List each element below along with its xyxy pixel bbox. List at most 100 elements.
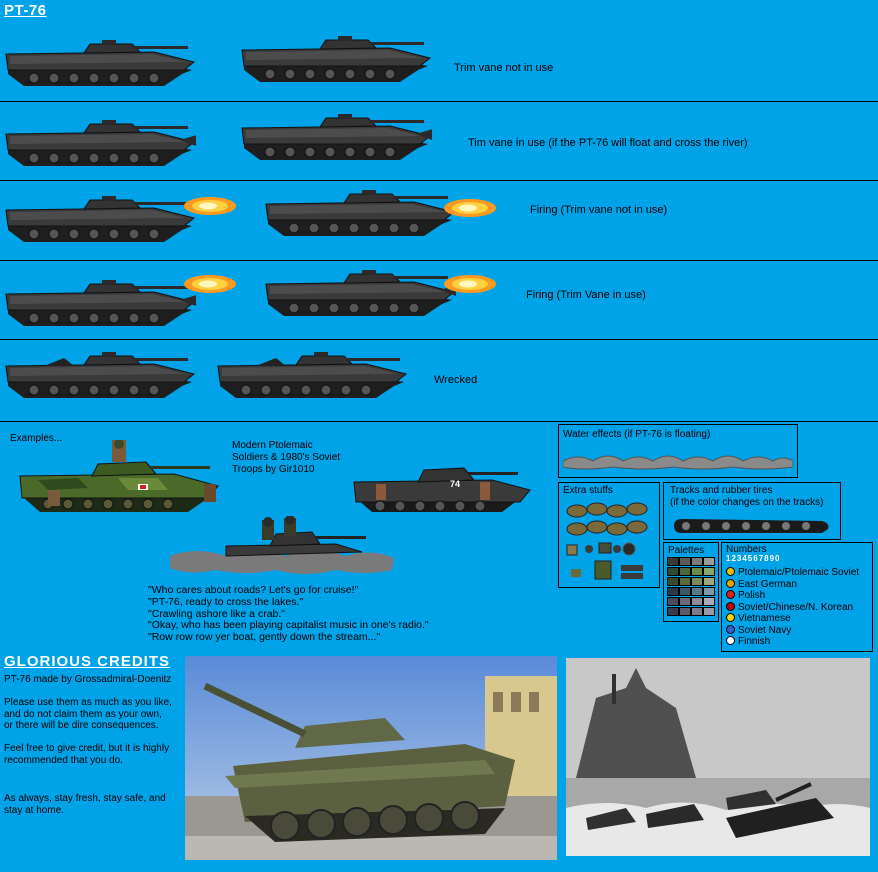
palette-grid <box>667 557 717 619</box>
palettes-label: Palettes <box>668 545 705 556</box>
palette-swatch <box>679 597 691 606</box>
examples-credit-line: Troops by Gir1010 <box>232 464 315 475</box>
example-floating-tank <box>170 516 394 574</box>
faction-name: Finnish <box>738 636 771 647</box>
example-black-tank <box>353 467 531 512</box>
sheet-title: PT-76 <box>4 2 47 19</box>
palette-swatch <box>679 567 691 576</box>
quote-line: "Who cares about roads? Let's go for cru… <box>148 584 359 596</box>
row-label: Wrecked <box>434 374 478 386</box>
faction-item: Vietnamese <box>726 613 791 624</box>
palette-swatch <box>691 607 703 616</box>
numbers-label: Numbers <box>726 544 767 555</box>
faction-marker-icon <box>726 567 735 576</box>
credits-line: stay at home. <box>4 804 65 816</box>
credits-paragraph: As always, stay fresh, stay safe, and st… <box>4 793 166 816</box>
faction-item: Soviet/Chinese/N. Korean <box>726 601 854 613</box>
row-divider <box>0 180 878 181</box>
tracks-box: Tracks and rubber tires (if the color ch… <box>663 482 841 540</box>
tank-sprite <box>5 280 196 327</box>
palette-swatch <box>691 567 703 576</box>
examples-credit: Modern Ptolemaic Soldiers & 1980's Sovie… <box>232 440 340 476</box>
faction-name: Vietnamese <box>738 613 791 624</box>
tank-sprite <box>265 190 455 237</box>
palette-swatch <box>691 557 703 566</box>
hull-number: 74 <box>450 479 461 489</box>
palette-swatch <box>679 577 691 586</box>
faction-marker-icon <box>726 590 735 599</box>
palette-swatch <box>679 557 691 566</box>
credits-paragraph: Please use them as much as you like, and… <box>4 697 172 732</box>
tank-sprite <box>265 270 456 317</box>
row-divider <box>0 421 878 422</box>
faction-item: Ptolemaic/Ptolemaic Soviet <box>726 567 859 578</box>
credits-author: PT-76 made by Grossadmiral-Doenitz <box>4 674 172 685</box>
credits-line: and do not claim them as your own, <box>4 708 162 720</box>
row-label: Tim vane in use (if the PT-76 will float… <box>468 137 748 149</box>
quote-line: "Crawling ashore like a crab." <box>148 607 286 620</box>
palette-swatch <box>667 557 679 566</box>
faction-name: Polish <box>738 590 766 601</box>
faction-name: Ptolemaic/Ptolemaic Soviet <box>738 567 860 578</box>
palette-swatch <box>703 567 715 576</box>
faction-marker-icon <box>726 624 735 634</box>
wrecked-tank-sprite <box>5 352 195 399</box>
extra-items-sprites <box>566 502 648 580</box>
faction-item: East German <box>726 578 797 590</box>
row-label: Trim vane not in use <box>454 62 554 74</box>
credits-line: or there will be dire consequences. <box>4 720 159 731</box>
palette-swatch <box>667 607 679 616</box>
credits-line: Please use them as much as you like, <box>4 697 172 708</box>
tank-sprite <box>5 120 196 167</box>
palette-swatch <box>703 587 715 596</box>
faction-item: Finnish <box>726 636 770 647</box>
palette-swatch <box>703 597 715 606</box>
track-sprite <box>674 519 829 533</box>
tank-sprite <box>5 40 195 87</box>
credits-line: recommended that you do. <box>4 754 123 766</box>
tracks-label: Tracks and rubber tires <box>670 485 773 496</box>
digit-sprites: 1234567890 <box>726 554 781 563</box>
palette-swatch <box>691 587 703 596</box>
quote-line: "Okay, who has been playing capitalist m… <box>148 619 429 632</box>
faction-name: East German <box>738 578 797 590</box>
faction-item: Polish <box>726 590 765 601</box>
tank-sprite <box>5 196 195 243</box>
palette-swatch <box>703 557 715 566</box>
palette-swatch <box>703 607 715 616</box>
faction-marker-icon <box>726 613 735 622</box>
tank-sprite <box>241 114 432 161</box>
numbers-box: Numbers 1234567890 Ptolemaic/Ptolemaic S… <box>721 542 873 652</box>
row-divider <box>0 339 878 340</box>
muzzle-flash <box>444 275 496 293</box>
reference-photo-bw <box>566 658 870 856</box>
quotes: "Who cares about roads? Let's go for cru… <box>148 584 429 644</box>
credits-line: As always, stay fresh, stay safe, and <box>4 793 166 804</box>
faction-item: Soviet Navy <box>726 624 792 636</box>
row-label: Firing (Trim vane not in use) <box>530 204 668 216</box>
palette-swatch <box>667 567 679 576</box>
muzzle-flash <box>444 199 496 217</box>
palette-swatch <box>703 577 715 586</box>
quote-line: "PT-76, ready to cross the lakes." <box>148 595 304 608</box>
palettes-box: Palettes <box>663 542 719 622</box>
extra-stuffs-box: Extra stuffs <box>558 482 660 588</box>
faction-name: Soviet/Chinese/N. Korean <box>738 601 854 613</box>
reference-photo-color <box>185 656 557 860</box>
credits-title: GLORIOUS CREDITS <box>4 653 171 670</box>
example-green-tank <box>19 440 219 512</box>
wrecked-tank-sprite <box>217 352 407 399</box>
examples-credit-line: Modern Ptolemaic <box>232 440 313 451</box>
water-effects-box: Water effects (if PT-76 is floating) <box>558 424 798 478</box>
tank-sprite <box>241 36 431 83</box>
credits-paragraph: Feel free to give credit, but it is high… <box>4 743 169 766</box>
faction-marker-icon <box>726 636 735 645</box>
palette-swatch <box>679 587 691 596</box>
palette-swatch <box>667 577 679 586</box>
row-divider <box>0 260 878 261</box>
tracks-sublabel: (if the color changes on the tracks) <box>670 497 824 508</box>
water-splash-sprite <box>563 455 793 470</box>
examples-credit-line: Soldiers & 1980's Soviet <box>232 452 341 463</box>
faction-name: Soviet Navy <box>738 624 792 636</box>
palette-swatch <box>679 607 691 616</box>
